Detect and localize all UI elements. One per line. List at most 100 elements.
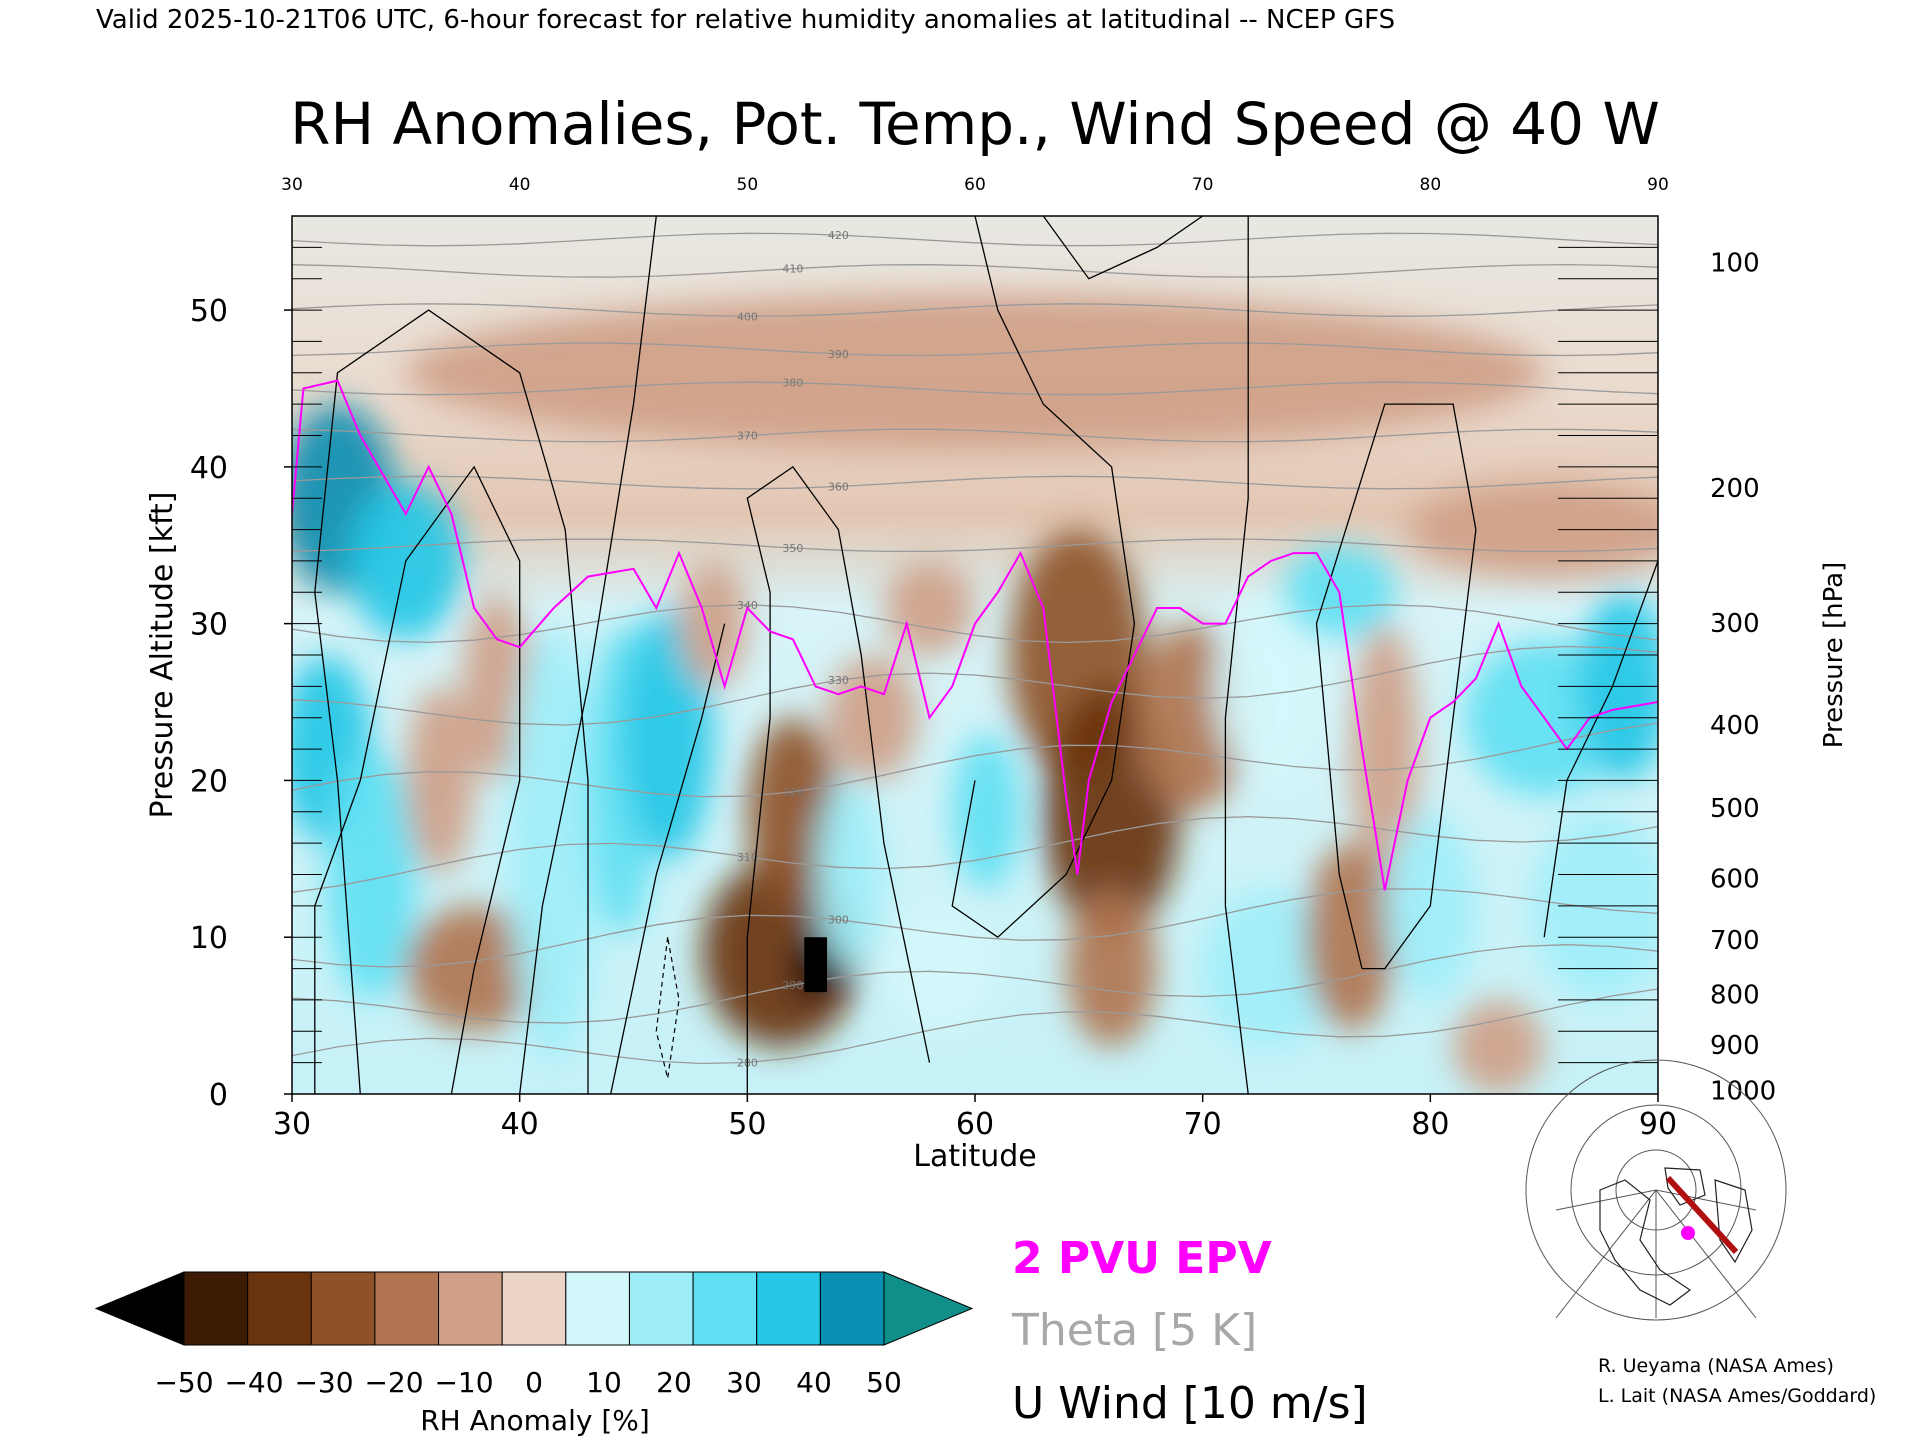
theta-contours: 2802903003103203303403503603703803904004… — [292, 229, 1658, 1070]
rh-anomaly-cell — [815, 780, 884, 969]
theta-label: 400 — [737, 310, 758, 323]
u-wind-contour-negative — [655, 937, 680, 1079]
rh-anomaly-cell — [883, 560, 975, 655]
theta-contour — [292, 816, 1658, 893]
x-top-tick-label: 80 — [1420, 175, 1442, 195]
rh-anomaly-cell — [1453, 999, 1545, 1094]
rh-extreme-cell — [804, 937, 828, 993]
rh-anomaly-cell — [405, 294, 1545, 452]
legend-theta: Theta [5 K] — [1011, 1305, 1257, 1356]
u-wind-contour — [314, 465, 521, 1094]
u-wind-contour — [1042, 216, 1204, 280]
legend-epv: 2 PVU EPV — [1012, 1233, 1272, 1284]
y-tick-label: 50 — [190, 294, 228, 329]
cross-section-line — [1665, 1175, 1739, 1255]
colorbar-segment — [374, 1271, 440, 1346]
chart-title: RH Anomalies, Pot. Temp., Wind Speed @ 4… — [290, 90, 1660, 158]
credit-line-1: R. Ueyama (NASA Ames) — [1598, 1355, 1834, 1377]
theta-contour — [292, 944, 1658, 1024]
x-tick-label: 50 — [728, 1107, 766, 1142]
colorbar-tick-label: 20 — [656, 1366, 692, 1399]
y2-axis-label: Pressure [hPa] — [1819, 562, 1849, 749]
axes: 3030404050506060707080809090010203040501… — [190, 175, 1776, 1142]
rh-anomaly-cell — [326, 749, 418, 1000]
theta-label: 300 — [828, 914, 849, 927]
theta-contour — [292, 303, 1658, 317]
theta-label: 330 — [828, 674, 849, 687]
rh-anomaly-cell — [1407, 482, 1658, 577]
theta-contour — [292, 381, 1658, 396]
pressure-tick-label: 500 — [1710, 794, 1760, 824]
colorbar-tick-label: 30 — [726, 1366, 762, 1399]
x-top-tick-label: 50 — [737, 175, 759, 195]
x-top-tick-label: 90 — [1647, 175, 1669, 195]
u-wind-contour — [951, 216, 1136, 939]
epv-line — [292, 379, 1658, 891]
u-wind-contour — [610, 623, 726, 1094]
x-top-tick-label: 40 — [509, 175, 531, 195]
theta-contour — [292, 475, 1658, 490]
colorbar-segment — [565, 1271, 630, 1346]
locator-map — [1525, 1059, 1787, 1321]
pressure-tick-label: 1000 — [1710, 1076, 1776, 1106]
x-top-tick-label: 30 — [281, 175, 303, 195]
u-wind-contour — [746, 466, 931, 1094]
y-tick-label: 0 — [209, 1078, 228, 1113]
colorbar-tick-label: 50 — [866, 1366, 902, 1399]
theta-label: 320 — [782, 786, 803, 799]
rh-anomaly-cell — [1202, 890, 1340, 1047]
rh-anomaly-field — [292, 294, 1658, 1094]
y-tick-label: 40 — [190, 451, 228, 486]
theta-label: 350 — [782, 542, 803, 555]
theta-label: 420 — [828, 229, 849, 242]
colorbar-segment — [628, 1271, 694, 1346]
theta-contour — [292, 988, 1658, 1065]
locator-dot — [1681, 1226, 1695, 1240]
pressure-tick-label: 600 — [1710, 865, 1760, 895]
colorbar-segment — [310, 1271, 376, 1346]
u-wind-contours — [314, 216, 1658, 1094]
colorbar-over-arrow — [883, 1271, 974, 1346]
colorbar-tick-label: 40 — [796, 1366, 832, 1399]
x-tick-label: 30 — [273, 1107, 311, 1142]
theta-contour — [292, 232, 1658, 247]
colorbar-tick-label: −50 — [154, 1366, 213, 1399]
u-wind-contour — [519, 216, 657, 1094]
x-tick-label: 70 — [1184, 1107, 1222, 1142]
rh-anomaly-cell — [952, 733, 1021, 891]
rh-anomaly-cell — [508, 623, 600, 1063]
colorbar-label: RH Anomaly [%] — [420, 1404, 650, 1437]
theta-label: 340 — [737, 599, 758, 612]
pressure-tick-label: 300 — [1710, 609, 1760, 639]
colorbar-segment — [819, 1271, 885, 1346]
colorbar-tick-label: 10 — [586, 1366, 622, 1399]
epv-2pvu-line — [292, 379, 1658, 891]
theta-label: 380 — [782, 377, 803, 390]
y-tick-label: 20 — [190, 764, 228, 799]
colorbar-segment — [501, 1271, 567, 1346]
theta-contour — [292, 428, 1658, 443]
x-tick-label: 60 — [956, 1107, 994, 1142]
theta-contour — [292, 263, 1658, 278]
colorbar-tick-label: 0 — [525, 1366, 543, 1399]
x-top-tick-label: 70 — [1192, 175, 1214, 195]
valid-line: Valid 2025-10-21T06 UTC, 6-hour forecast… — [96, 5, 1395, 35]
x-tick-label: 40 — [501, 1107, 539, 1142]
x-axis-label: Latitude — [913, 1139, 1036, 1174]
pressure-tick-label: 800 — [1710, 981, 1760, 1011]
pressure-tick-label: 400 — [1710, 711, 1760, 741]
colorbar-segment — [247, 1271, 312, 1346]
rh-anomaly-cell — [1214, 592, 1328, 781]
theta-contour — [292, 342, 1658, 357]
pressure-tick-label: 700 — [1710, 926, 1760, 956]
y-tick-label: 30 — [190, 608, 228, 643]
colorbar-tick-label: −20 — [364, 1366, 423, 1399]
pressure-tick-label: 200 — [1710, 474, 1760, 504]
colorbar-segment — [183, 1271, 249, 1346]
theta-contour — [292, 538, 1658, 553]
u-wind-contour — [1224, 216, 1249, 1094]
colorbar-tick-label: −40 — [224, 1366, 283, 1399]
rh-anomaly-cell — [1066, 890, 1158, 1047]
theta-label: 390 — [828, 348, 849, 361]
colorbar-under-arrow — [94, 1271, 185, 1346]
